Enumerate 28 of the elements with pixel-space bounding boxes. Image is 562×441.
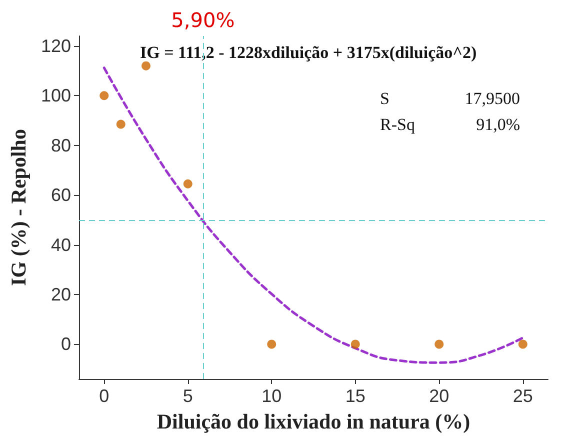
- x-tick-label: 5: [182, 386, 193, 406]
- point: [267, 340, 276, 349]
- point: [116, 120, 126, 129]
- point: [350, 340, 360, 349]
- x-tick-label: 0: [99, 386, 110, 406]
- x-tick-label: 20: [429, 386, 450, 406]
- x-axis-title: Diluição do lixiviado in natura (%): [156, 410, 470, 434]
- y-tick-label: 80: [50, 135, 71, 156]
- annotation: IG = 111,2 - 1228xdiluição + 3175x(diluição^2): [140, 43, 477, 62]
- x-tick-label: 10: [262, 386, 282, 406]
- text: S 17,9500: [380, 89, 520, 108]
- y-tick-label: 60: [50, 185, 71, 206]
- x-tick-label: 25: [512, 386, 533, 406]
- y-tick-label: 120: [40, 36, 71, 56]
- x-tick-label: 15: [345, 386, 366, 406]
- y-tick-label: 20: [50, 284, 71, 304]
- point: [434, 340, 444, 349]
- line-series: [102, 66, 524, 364]
- point: [183, 179, 192, 188]
- y-tick-label: 40: [50, 234, 71, 255]
- text: R-Sq 91,0%: [380, 115, 520, 134]
- ref-line-label: 5,90%: [171, 8, 235, 32]
- point: [100, 91, 109, 100]
- point: [142, 61, 150, 70]
- y-tick-label: 100: [40, 86, 71, 106]
- y-axis-title: IG (%) - Repolho: [6, 129, 30, 286]
- point: [518, 340, 528, 349]
- y-tick-label: 0: [60, 334, 71, 354]
